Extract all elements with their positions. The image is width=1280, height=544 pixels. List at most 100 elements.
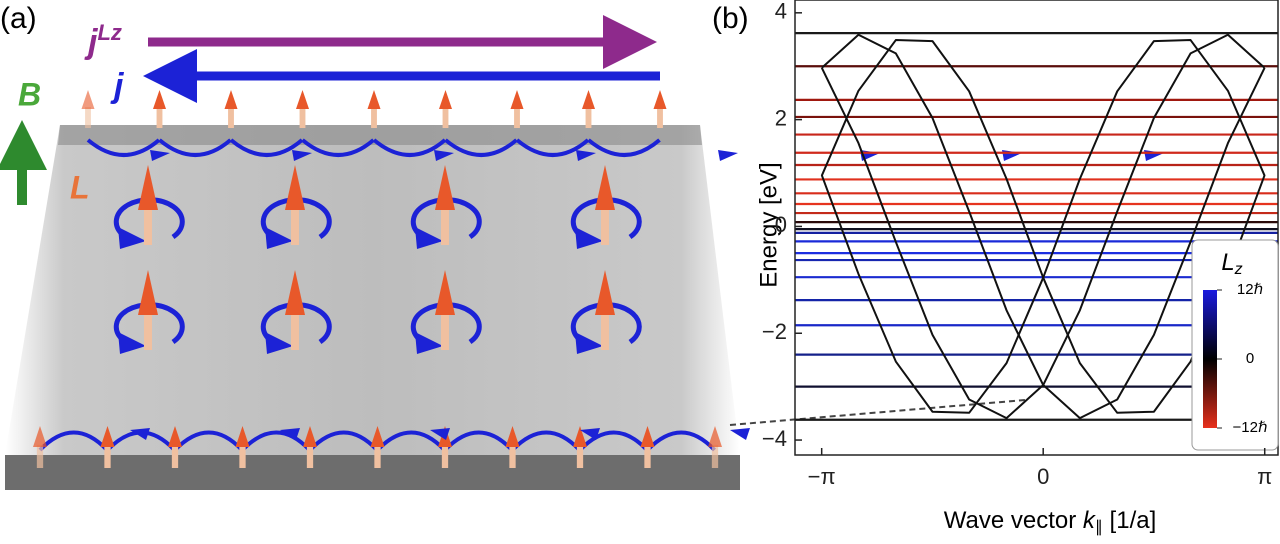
x-label-pre: Wave vector — [944, 507, 1083, 534]
y-tick-label: 4 — [775, 0, 787, 24]
edge-arrowhead — [718, 150, 738, 161]
edge-current — [376, 430, 446, 452]
loop-arrowhead — [415, 332, 443, 354]
orbital-arrow — [153, 90, 166, 109]
y-tick-label: 2 — [775, 105, 787, 130]
edge-current — [443, 430, 514, 452]
loop-arrowhead — [265, 227, 293, 249]
y-tick-label: −4 — [762, 426, 787, 451]
edge-current — [86, 138, 161, 157]
edge-current — [578, 430, 649, 452]
loop-arrowhead — [575, 227, 603, 249]
edge-arrowhead — [730, 428, 750, 440]
plot-frame — [794, 0, 1279, 456]
x-axis-label: Wave vector k∥ [1/a] — [944, 507, 1157, 536]
orbital-arrow — [510, 90, 524, 109]
dispersive-band — [820, 33, 1266, 420]
edge-current — [158, 138, 232, 157]
orbital-arrow — [370, 426, 385, 447]
orbital-arrow — [439, 90, 452, 109]
b-label: B — [18, 76, 41, 112]
orbital-arrow — [235, 426, 250, 447]
cb-title-main: L — [1221, 249, 1234, 276]
jlz-label: jLz — [84, 20, 122, 61]
colorbar-title: Lz — [1221, 249, 1242, 278]
colorbar-tick-label: −12ℏ — [1233, 419, 1268, 436]
jlz-main: j — [84, 23, 99, 61]
dispersive-band — [820, 39, 1266, 414]
edge-arrowhead — [576, 150, 596, 161]
edge-arrowhead — [280, 428, 300, 440]
slab — [5, 125, 740, 455]
edge-arrowhead — [434, 150, 454, 161]
x-tick-label: 0 — [1037, 464, 1049, 489]
edge-arrowhead — [580, 428, 600, 440]
orbital-arrow — [33, 426, 47, 447]
edge-current — [587, 138, 661, 157]
edge-current — [511, 430, 581, 452]
colorbar: Lz 12ℏ 0 −12ℏ — [1191, 239, 1279, 451]
colorbar-bar — [1203, 290, 1217, 428]
jlz-sup: Lz — [97, 20, 121, 45]
orbital-arrow — [435, 165, 455, 210]
edge-current — [515, 138, 590, 157]
orbital-arrow — [573, 426, 587, 447]
orbital-arrow — [505, 426, 520, 447]
l-label: L — [70, 169, 90, 205]
slab-edge — [5, 455, 740, 490]
edge-arrowhead — [150, 150, 170, 161]
loop-arrowhead — [118, 332, 146, 354]
orbital-arrow — [138, 270, 158, 315]
x-label-sub: ∥ — [1095, 519, 1103, 536]
loop-arrowhead — [575, 332, 603, 354]
orbital-arrow — [138, 165, 158, 210]
edge-current — [301, 138, 375, 157]
connector — [729, 399, 1026, 426]
edge-current — [241, 430, 311, 452]
edge-arrowhead — [130, 428, 150, 440]
orbital-arrow — [285, 270, 305, 315]
panel-a: jLz j B L — [0, 15, 1164, 490]
edge-current — [308, 430, 379, 452]
j-label: j — [110, 67, 125, 105]
x-tick-label: −π — [808, 464, 836, 489]
loop-arrowhead — [118, 227, 146, 249]
edge-current — [444, 138, 518, 157]
orbital-arrow — [224, 90, 238, 109]
y-axis-label: Energy [eV] — [755, 162, 782, 287]
loop-arrowhead — [415, 227, 443, 249]
orbital-arrow — [168, 426, 182, 447]
edge-arrowhead — [430, 428, 450, 440]
edge-current — [646, 430, 716, 452]
x-tick-label: π — [1257, 464, 1272, 489]
y-tick-label: 0 — [775, 212, 787, 237]
panel-label: (b) — [712, 2, 749, 35]
orbital-arrow — [435, 270, 455, 315]
orbital-arrow — [100, 426, 115, 447]
orbital-arrow — [595, 270, 615, 315]
orbital-arrow — [653, 90, 667, 109]
edge-current — [38, 430, 109, 452]
slab-top — [58, 125, 702, 145]
colorbar-tick-label: 12ℏ — [1237, 281, 1263, 298]
orbital-arrow — [285, 165, 305, 210]
orbital-arrow — [296, 90, 309, 109]
orbital-arrow — [367, 90, 381, 109]
y-tick-label: −2 — [762, 319, 787, 344]
orbital-arrow — [640, 426, 655, 447]
cb-title-sub: z — [1234, 261, 1243, 278]
edge-current — [229, 138, 304, 157]
edge-current — [173, 430, 244, 452]
colorbar-tick-label: 0 — [1246, 350, 1254, 367]
orbital-arrow — [595, 165, 615, 210]
loop-arrowhead — [265, 332, 293, 354]
edge-current — [372, 138, 447, 157]
orbital-arrow — [708, 426, 722, 447]
edge-arrowhead — [292, 150, 312, 161]
orbital-arrow — [303, 426, 317, 447]
orbital-arrow — [81, 90, 95, 109]
panel-label: (a) — [0, 2, 37, 35]
x-label-var: k — [1083, 507, 1097, 534]
